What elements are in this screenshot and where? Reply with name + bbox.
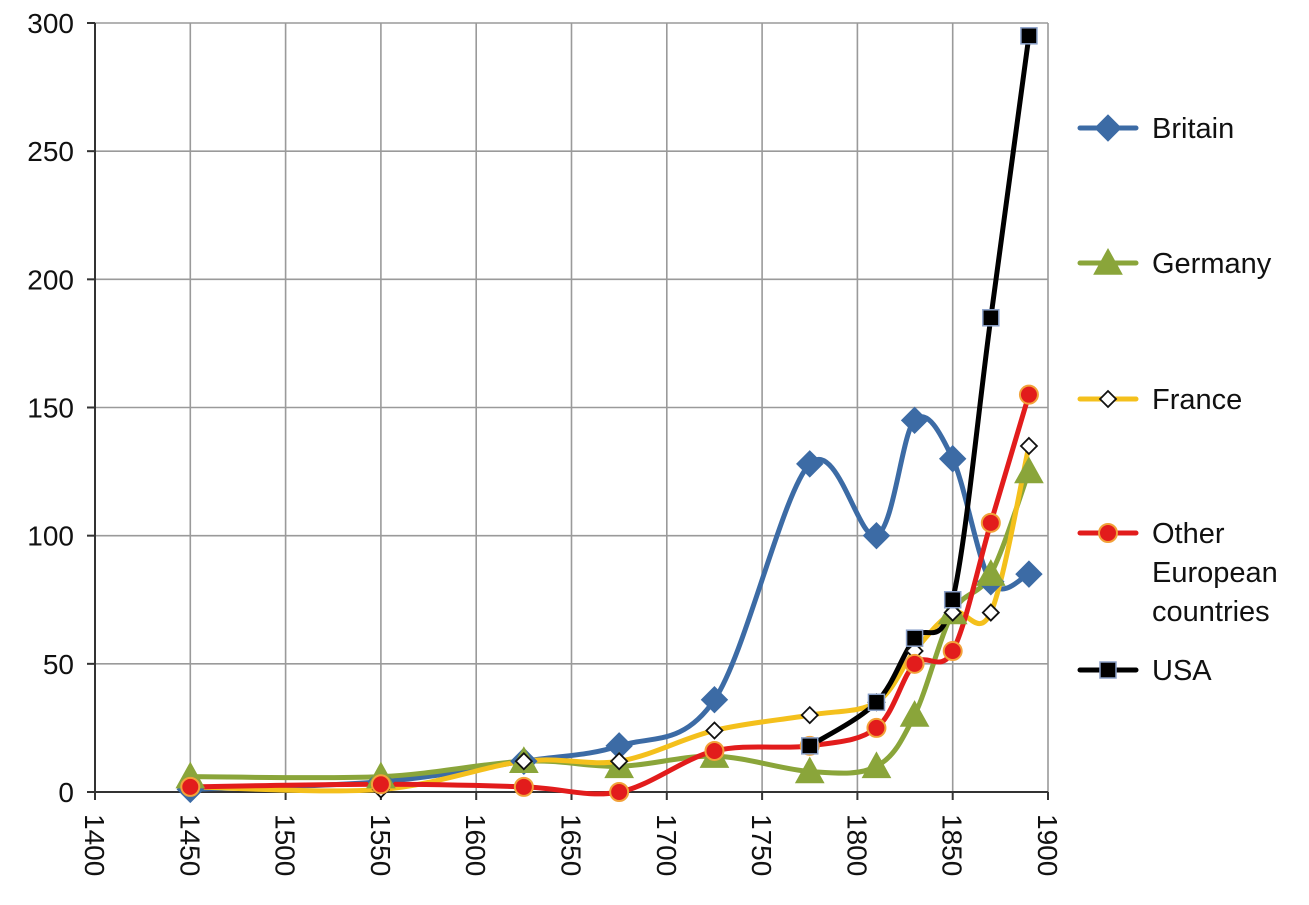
- data-point-other-european-countries: [370, 774, 391, 795]
- data-point-france: [800, 705, 820, 725]
- series-markers: [175, 27, 1044, 804]
- series-lines: [187, 33, 1032, 797]
- legend-label-line: Britain: [1152, 113, 1234, 145]
- data-point-britain: [900, 406, 929, 435]
- data-point-other-european-countries: [609, 782, 630, 802]
- x-tick-label: 1500: [270, 814, 301, 876]
- x-tick-label: 1850: [937, 814, 968, 876]
- x-tick-label: 1650: [556, 814, 587, 876]
- x-tick-label: 1600: [460, 814, 491, 876]
- y-tick-label: 100: [27, 521, 74, 552]
- data-point-usa: [943, 591, 962, 609]
- data-point-france: [514, 751, 534, 771]
- x-tick-label: 1800: [841, 814, 872, 876]
- legend-label-line: Other: [1152, 518, 1225, 550]
- legend-label-line: Germany: [1152, 248, 1272, 280]
- x-tick-label: 1900: [1032, 814, 1063, 876]
- data-point-britain: [938, 445, 967, 473]
- data-point-usa: [905, 629, 924, 647]
- data-point-usa: [801, 737, 819, 755]
- data-point-france: [609, 751, 629, 771]
- data-point-britain: [1015, 560, 1043, 588]
- data-point-other-european-countries: [866, 717, 887, 738]
- data-point-france: [981, 603, 1001, 622]
- legend-item-usa: USA: [1077, 655, 1212, 687]
- axes: 0 50 100 150 200 250 300 1400 1450 1500 1550 1600 16…: [27, 8, 1063, 876]
- legend-marker-britain: [1094, 114, 1122, 142]
- x-tick-label: 1700: [651, 814, 682, 876]
- data-point-france: [1019, 436, 1039, 456]
- y-tick-label: 50: [43, 649, 74, 680]
- data-point-usa: [1020, 27, 1038, 45]
- legend-label-line: USA: [1152, 655, 1212, 687]
- data-point-france: [705, 721, 724, 740]
- data-point-other-european-countries: [942, 641, 963, 662]
- data-point-germany: [975, 559, 1006, 586]
- data-point-other-european-countries: [180, 776, 201, 797]
- data-point-other-european-countries: [980, 512, 1001, 533]
- y-tick-label: 0: [58, 777, 74, 808]
- legend-marker-usa: [1099, 661, 1117, 679]
- data-point-other-european-countries: [513, 776, 534, 797]
- legend-item-britain: Britain: [1077, 113, 1234, 145]
- legend-label-france: France: [1152, 384, 1242, 416]
- data-point-other-european-countries: [704, 740, 725, 761]
- legend-label-line: European: [1152, 557, 1278, 589]
- legend-label-usa: USA: [1152, 655, 1212, 687]
- legend-item-france: France: [1077, 384, 1242, 416]
- y-tick-label: 150: [27, 393, 74, 424]
- series-line-other-european-countries: [187, 392, 1032, 797]
- legend-label-germany: Germany: [1152, 248, 1272, 280]
- data-point-britain: [700, 686, 729, 714]
- x-tick-label: 1450: [174, 814, 205, 876]
- data-point-germany: [899, 700, 930, 727]
- data-point-usa: [867, 693, 886, 712]
- legend-marker-other-european-countries: [1098, 523, 1118, 543]
- series-line-france: [187, 443, 1032, 794]
- y-tick-label: 300: [27, 8, 74, 39]
- data-point-france: [943, 603, 962, 622]
- legend-item-germany: Germany: [1077, 247, 1272, 280]
- data-point-germany: [861, 751, 892, 779]
- legend-item-other-european-countries: Other European countries: [1077, 518, 1278, 628]
- legend-label-britain: Britain: [1152, 113, 1234, 145]
- data-point-germany: [1014, 456, 1044, 484]
- data-point-germany: [794, 756, 825, 784]
- legend-marker-france: [1098, 389, 1118, 409]
- x-tick-label: 1750: [746, 814, 777, 876]
- data-point-britain: [796, 450, 824, 478]
- legend-label-line: countries: [1152, 596, 1270, 628]
- data-point-britain: [862, 521, 891, 550]
- data-point-other-european-countries: [904, 653, 925, 674]
- series-line-germany: [187, 469, 1032, 781]
- y-tick-label: 250: [27, 136, 74, 167]
- x-tick-label: 1400: [79, 814, 110, 876]
- y-tick-label: 200: [27, 264, 74, 295]
- legend-marker-germany: [1093, 247, 1123, 275]
- data-point-usa: [982, 309, 1000, 327]
- data-point-other-european-countries: [1018, 384, 1039, 405]
- x-tick-label: 1550: [365, 814, 396, 876]
- legend-label-other-european-countries: Other European countries: [1152, 518, 1278, 628]
- legend-label-line: France: [1152, 384, 1242, 416]
- legend: Britain Germany France Other European countri…: [1077, 113, 1278, 687]
